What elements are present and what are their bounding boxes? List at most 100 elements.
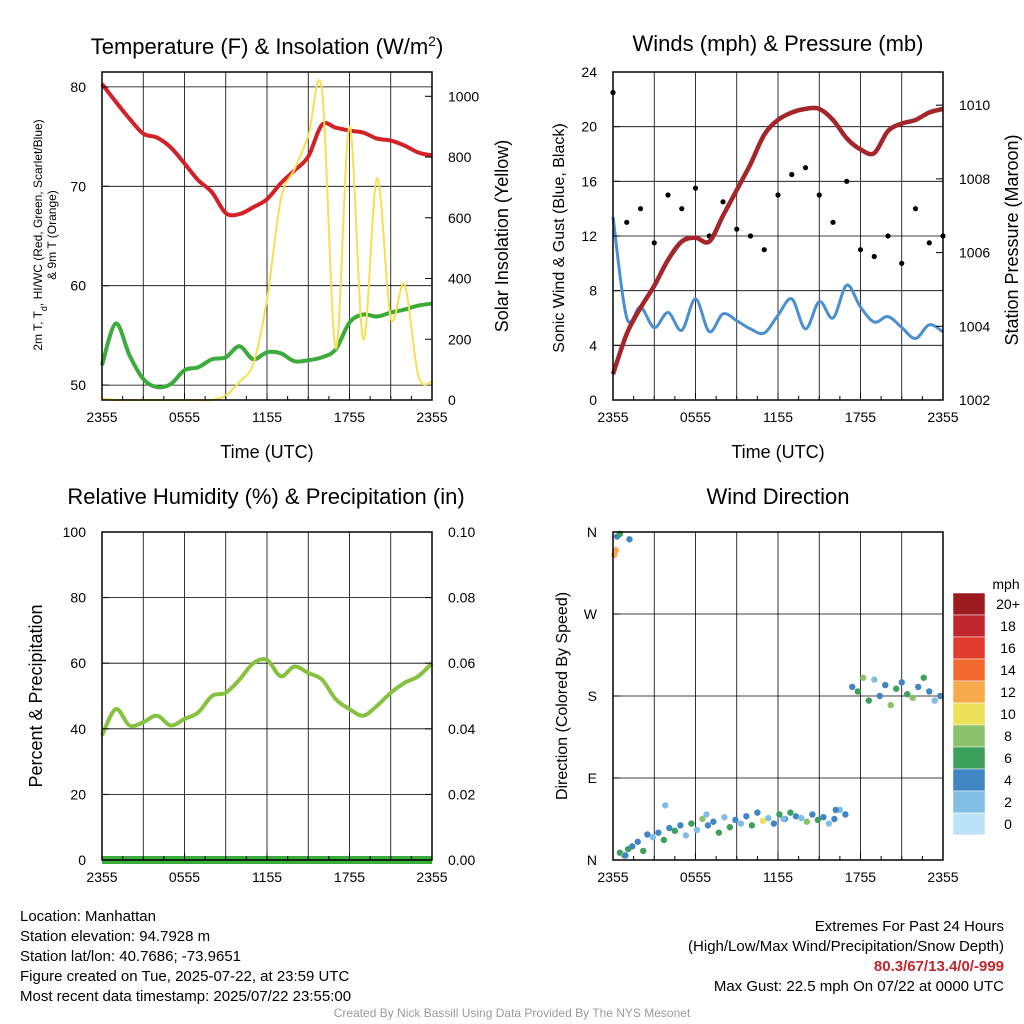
x-tick-label: 2355 <box>416 869 447 885</box>
x-tick-label: 2355 <box>597 409 628 425</box>
gust-point <box>720 199 726 205</box>
y2-tick-label: 200 <box>448 331 472 347</box>
x-tick-label: 2355 <box>86 409 117 425</box>
gust-point <box>830 219 836 225</box>
y2-tick-label: 0.02 <box>448 786 475 802</box>
colorbar-label: 6 <box>1004 750 1012 766</box>
direction-point <box>671 827 679 835</box>
colorbar-unit-label: mph <box>992 576 1019 592</box>
x-tick-label: 0555 <box>169 869 200 885</box>
gust-point <box>679 206 685 212</box>
direction-point <box>715 829 723 836</box>
direction-point <box>787 809 794 816</box>
y-tick-label: 24 <box>581 64 597 80</box>
elevation-text: Station elevation: 94.7928 m <box>20 928 211 945</box>
colorbar-label: 2 <box>1004 794 1012 810</box>
direction-point <box>920 674 927 681</box>
direction-point <box>865 697 872 704</box>
y-tick-label: 60 <box>70 655 86 671</box>
colorbar-swatch <box>952 614 986 638</box>
colorbar-swatch <box>952 702 986 726</box>
y-tick-label: N <box>587 852 597 868</box>
y-tick-label: S <box>588 688 597 704</box>
pressure-y-axis-label: Station Pressure (Maroon) <box>1002 134 1022 345</box>
extremes-values: 80.3/67/13.4/0/-999 <box>873 958 1004 975</box>
direction-point <box>759 817 767 825</box>
humidity-ticks: 2355 0555 1155 1755 23550204060801000.000.02… <box>63 524 476 885</box>
y-tick-label: 0 <box>78 852 86 868</box>
temperature-y-axis-label: 2m T, Td, HI/WC (Red, Green, Scarlet/Blu… <box>31 119 49 350</box>
temperature-insolation-panel: Temperature (F) & Insolation (W/m2) 2355… <box>31 33 512 462</box>
gust-point <box>871 253 877 260</box>
colorbar-swatch <box>952 680 986 704</box>
y2-tick-label: 0.10 <box>448 524 475 540</box>
direction-point <box>792 813 800 820</box>
direction-point <box>882 681 889 689</box>
gust-point <box>651 240 657 246</box>
direction-point <box>732 816 739 824</box>
direction-point <box>688 820 695 827</box>
wind-direction-panel-title: Wind Direction <box>706 484 849 509</box>
direction-point <box>644 831 651 838</box>
temperature-line <box>100 301 433 390</box>
x-tick-label: 2355 <box>416 409 447 425</box>
direction-point <box>726 824 734 831</box>
x-tick-label: 2355 <box>927 869 958 885</box>
x-tick-label: 1155 <box>252 409 282 425</box>
direction-point <box>887 701 894 709</box>
direction-point <box>754 809 761 816</box>
direction-point <box>721 813 728 821</box>
y2-tick-label: 1000 <box>448 88 479 104</box>
colorbar-label: 20+ <box>996 596 1020 612</box>
colorbar-swatch <box>952 658 986 682</box>
direction-point <box>737 820 745 827</box>
gust-point <box>637 206 644 212</box>
winds-panel-title: Winds (mph) & Pressure (mb) <box>633 31 924 56</box>
direction-point <box>660 836 668 844</box>
gust-point <box>802 165 809 171</box>
y-tick-label: 80 <box>70 79 86 95</box>
direction-point <box>814 816 822 824</box>
direction-point <box>809 811 816 818</box>
y2-tick-label: 0.00 <box>448 852 475 868</box>
gust-point <box>665 192 671 198</box>
direction-point <box>662 802 669 809</box>
x-tick-label: 1755 <box>845 869 876 885</box>
gust-point <box>816 192 822 198</box>
gust-point <box>926 240 932 246</box>
direction-point <box>909 694 916 702</box>
x-tick-label: 1755 <box>334 869 365 885</box>
y-tick-label: 4 <box>589 337 597 353</box>
y-tick-label: 70 <box>70 178 86 194</box>
direction-point <box>798 814 805 822</box>
temperature-panel-title: Temperature (F) & Insolation (W/m2) <box>91 33 444 59</box>
gust-point <box>692 185 699 191</box>
y2-tick-label: 1002 <box>959 392 990 408</box>
direction-point <box>622 852 629 859</box>
direction-point <box>655 829 662 836</box>
y-tick-label: 100 <box>63 524 87 540</box>
gust-point <box>912 206 919 212</box>
direction-point <box>780 815 787 823</box>
humidity-y-axis-label: Percent & Precipitation <box>26 604 46 787</box>
direction-point <box>893 685 900 692</box>
y2-tick-label: 400 <box>448 271 472 287</box>
gust-point <box>734 226 740 232</box>
extremes-info: Extremes For Past 24 Hours (High/Low/Max… <box>688 917 1004 997</box>
y-tick-label: 50 <box>70 377 86 393</box>
colorbar-label: 0 <box>1004 816 1012 832</box>
max-gust-text: Max Gust: 22.5 mph On 07/22 at 0000 UTC <box>713 978 1004 995</box>
y-tick-label: 20 <box>70 786 86 802</box>
y-tick-label: 0 <box>589 392 597 408</box>
direction-point <box>703 811 710 818</box>
direction-point <box>634 838 641 845</box>
x-tick-label: 1755 <box>845 409 876 425</box>
direction-point <box>871 676 878 683</box>
wind-direction-y-axis-label: Direction (Colored By Speed) <box>554 592 571 800</box>
direction-point <box>832 806 839 814</box>
x-tick-label: 1155 <box>252 869 282 885</box>
wind-direction-series <box>611 530 944 859</box>
x-tick-label: 2355 <box>86 869 117 885</box>
colorbar-label: 14 <box>1000 662 1016 678</box>
